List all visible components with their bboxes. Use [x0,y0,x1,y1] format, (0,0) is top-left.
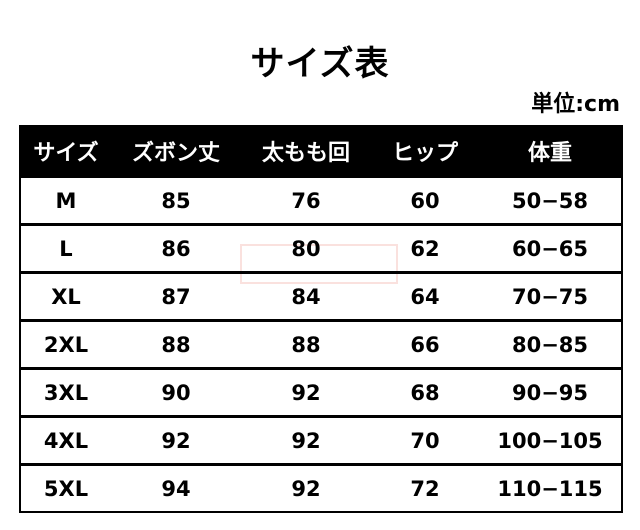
header-cell: 太もも回 [261,141,350,166]
table-cell: 50−58 [511,188,589,213]
table-cell: 110−115 [497,476,603,501]
unit-label: 単位:cm [531,92,620,117]
table-cell: 72 [410,476,440,501]
header-cell: サイズ [33,141,99,166]
table-cell: M [55,188,77,213]
table-cell: 64 [410,284,440,309]
table-cell: 80 [291,236,321,261]
table-row: 4XL 92 92 70 100−105 [21,415,621,463]
table-cell: 86 [161,236,191,261]
table-row: XL 87 84 64 70−75 [21,271,621,319]
table-cell: 92 [161,428,191,453]
table-cell: 100−105 [497,428,603,453]
table-header: サイズ ズボン丈 太もも回 ヒップ 体重 [21,125,621,175]
table-cell: 76 [291,188,321,213]
table-cell: 68 [410,380,440,405]
header-cell: ヒップ [391,141,458,166]
table-cell: 2XL [43,332,89,357]
table-row: L 86 80 62 60−65 [21,223,621,271]
table-cell: 66 [410,332,440,357]
table-cell: 90 [161,380,191,405]
table-cell: 62 [410,236,440,261]
table-cell: 3XL [43,380,89,405]
table-cell: 4XL [43,428,89,453]
table-cell: 90−95 [511,380,589,405]
table-cell: 92 [291,380,321,405]
table-cell: 87 [161,284,191,309]
size-table: サイズ ズボン丈 太もも回 ヒップ 体重 M 85 76 60 50−58 L 86 80 62… [19,125,623,513]
table-cell: 88 [161,332,191,357]
table-cell: 92 [291,428,321,453]
table-cell: 5XL [43,476,89,501]
table-cell: 60−65 [511,236,589,261]
table-cell: 60 [410,188,440,213]
table-cell: XL [51,284,81,309]
table-cell: 70 [410,428,440,453]
header-cell: 体重 [527,141,572,166]
table-cell: 94 [161,476,191,501]
table-cell: 92 [291,476,321,501]
table-cell: 85 [161,188,191,213]
table-cell: 84 [291,284,321,309]
table-row: 5XL 94 92 72 110−115 [21,463,621,511]
watermark-logo [240,244,398,284]
table-row: 3XL 90 92 68 90−95 [21,367,621,415]
table-cell: 88 [291,332,321,357]
table-cell: 80−85 [511,332,589,357]
page-title: サイズ表 [250,44,390,84]
header-cell: ズボン丈 [131,141,220,166]
table-cell: 70−75 [511,284,589,309]
table-row: M 85 76 60 50−58 [21,175,621,223]
table-cell: L [59,236,73,261]
table-row: 2XL 88 88 66 80−85 [21,319,621,367]
